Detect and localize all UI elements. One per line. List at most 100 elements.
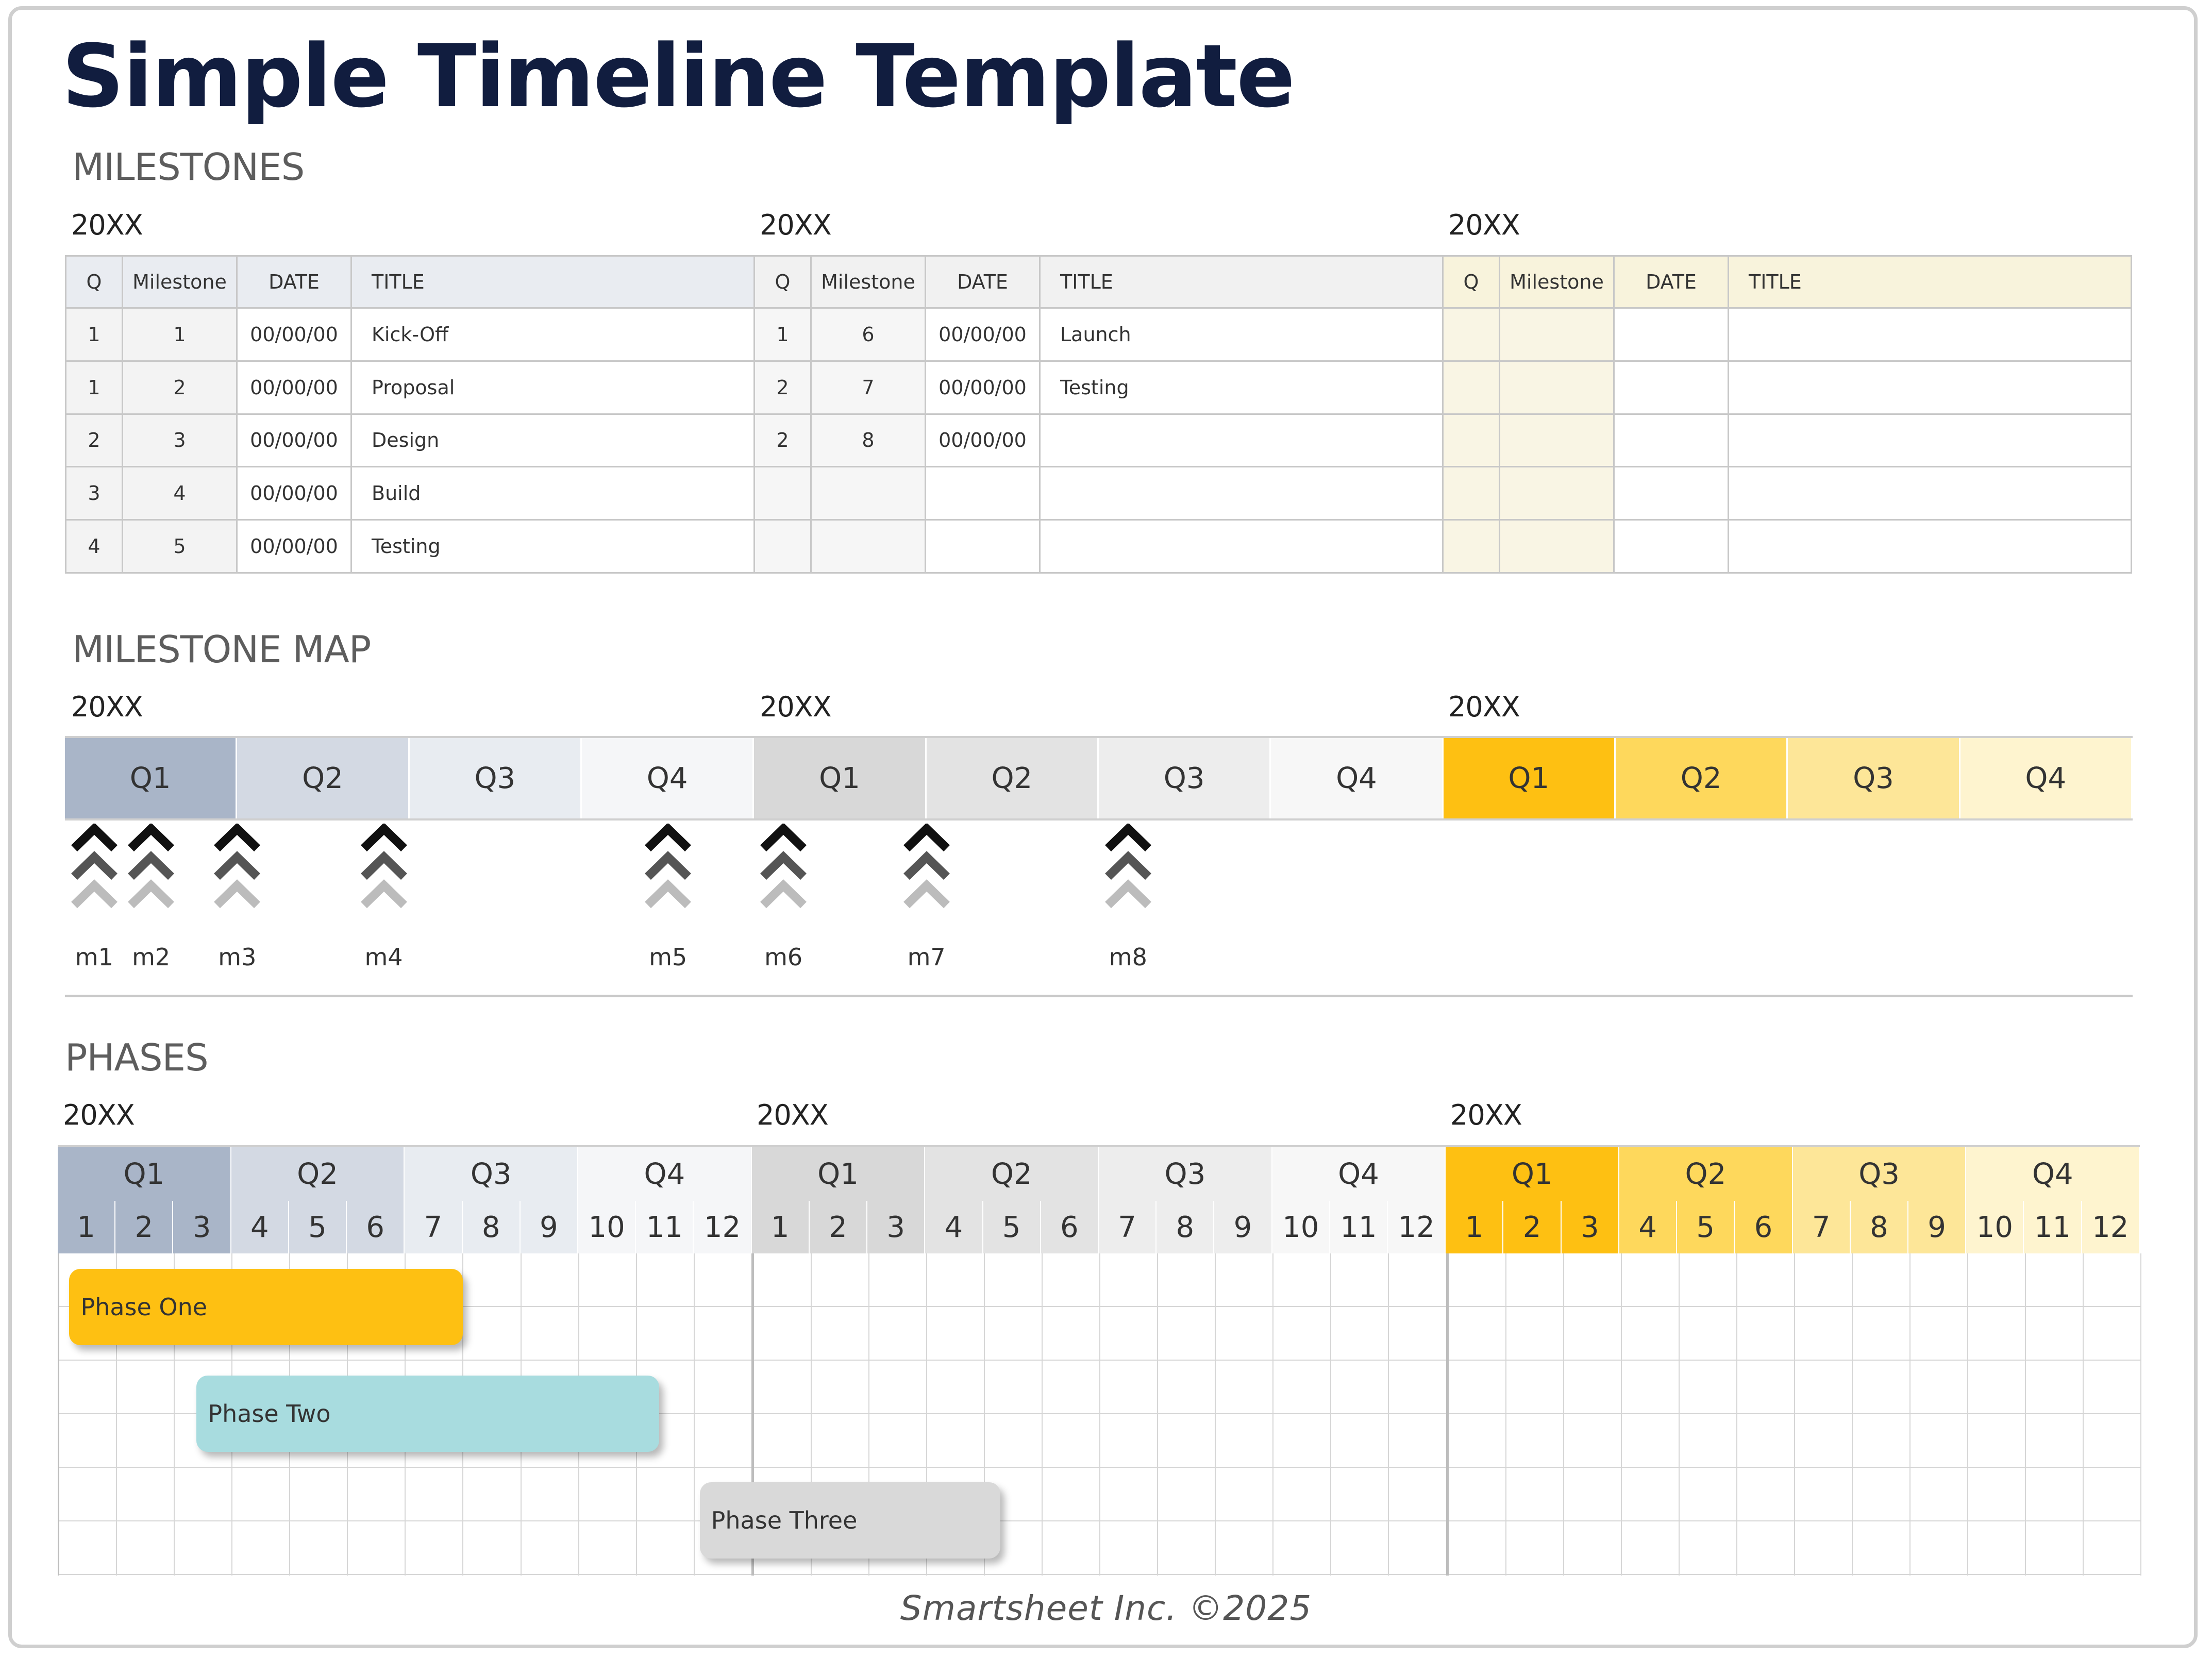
gantt-grid-column bbox=[1911, 1253, 1969, 1576]
phases-year-2: 20XX bbox=[757, 1099, 829, 1131]
milestone-marker[interactable]: m2 bbox=[125, 824, 177, 971]
chevron-up-icon bbox=[1104, 824, 1151, 909]
quarter-cell[interactable]: 3 bbox=[65, 466, 123, 521]
map-quarter-cell: Q1 bbox=[65, 738, 238, 818]
quarter-cell[interactable]: 4 bbox=[65, 519, 123, 574]
quarter-cell[interactable] bbox=[1442, 413, 1500, 468]
title-cell[interactable] bbox=[1728, 466, 2132, 521]
quarter-cell[interactable] bbox=[753, 519, 812, 574]
date-cell[interactable] bbox=[1613, 360, 1729, 415]
milestone-cell[interactable] bbox=[1499, 519, 1615, 574]
column-header: Q bbox=[65, 255, 123, 309]
title-cell[interactable] bbox=[1728, 413, 2132, 468]
gantt-month-cell: 3 bbox=[173, 1201, 231, 1253]
date-cell[interactable] bbox=[925, 519, 1041, 574]
milestone-cell[interactable]: 2 bbox=[122, 360, 238, 415]
date-cell[interactable]: 00/00/00 bbox=[925, 360, 1041, 415]
date-cell[interactable] bbox=[1613, 519, 1729, 574]
gantt-month-cell: 6 bbox=[1041, 1201, 1099, 1253]
quarter-cell[interactable] bbox=[753, 466, 812, 521]
date-cell[interactable]: 00/00/00 bbox=[236, 307, 352, 362]
milestone-cell[interactable]: 3 bbox=[122, 413, 238, 468]
milestone-cell[interactable]: 8 bbox=[810, 413, 926, 468]
milestone-cell[interactable]: 6 bbox=[810, 307, 926, 362]
milestone-marker[interactable]: m7 bbox=[901, 824, 952, 971]
title-cell[interactable] bbox=[1728, 519, 2132, 574]
milestone-cell[interactable] bbox=[1499, 413, 1615, 468]
date-cell[interactable] bbox=[925, 466, 1041, 521]
date-cell[interactable]: 00/00/00 bbox=[925, 307, 1041, 362]
quarter-cell[interactable]: 1 bbox=[753, 307, 812, 362]
chevron-up-icon bbox=[214, 824, 261, 909]
milestone-cell[interactable]: 7 bbox=[810, 360, 926, 415]
milestone-map-heading: MILESTONE MAP bbox=[72, 628, 371, 671]
quarter-cell[interactable] bbox=[1442, 466, 1500, 521]
quarter-cell[interactable] bbox=[1442, 307, 1500, 362]
milestone-marker[interactable]: m5 bbox=[642, 824, 694, 971]
milestone-cell[interactable] bbox=[810, 466, 926, 521]
milestone-marker[interactable]: m4 bbox=[358, 824, 410, 971]
title-cell[interactable]: Launch bbox=[1039, 307, 1444, 362]
quarter-cell[interactable]: 1 bbox=[65, 360, 123, 415]
quarter-cell[interactable]: 2 bbox=[753, 413, 812, 468]
map-year-1: 20XX bbox=[71, 691, 143, 723]
title-cell[interactable]: Testing bbox=[1039, 360, 1444, 415]
milestone-cell[interactable] bbox=[1499, 307, 1615, 362]
gantt-month-cell: 3 bbox=[867, 1201, 926, 1253]
column-header: DATE bbox=[925, 255, 1041, 309]
date-cell[interactable]: 00/00/00 bbox=[236, 360, 352, 415]
gantt-grid-column bbox=[1100, 1253, 1159, 1576]
title-cell[interactable]: Proposal bbox=[350, 360, 755, 415]
title-cell[interactable] bbox=[1728, 360, 2132, 415]
milestone-marker-label: m3 bbox=[218, 943, 257, 971]
gantt-month-cell: 2 bbox=[809, 1201, 868, 1253]
gantt-month-cell: 10 bbox=[578, 1201, 636, 1253]
title-cell[interactable] bbox=[1039, 466, 1444, 521]
date-cell[interactable] bbox=[1613, 307, 1729, 362]
quarter-cell[interactable]: 2 bbox=[65, 413, 123, 468]
map-quarter-cell: Q3 bbox=[409, 738, 582, 818]
table-row: 2 7 00/00/00 Testing bbox=[753, 360, 1444, 415]
gantt-grid-column bbox=[1216, 1253, 1274, 1576]
milestone-cell[interactable]: 4 bbox=[122, 466, 238, 521]
table-row bbox=[1442, 466, 2132, 521]
date-cell[interactable]: 00/00/00 bbox=[925, 413, 1041, 468]
gantt-month-cell: 11 bbox=[2024, 1201, 2082, 1253]
date-cell[interactable]: 00/00/00 bbox=[236, 466, 352, 521]
date-cell[interactable]: 00/00/00 bbox=[236, 413, 352, 468]
map-year-2: 20XX bbox=[760, 691, 832, 723]
milestone-cell[interactable] bbox=[1499, 466, 1615, 521]
phase-bar[interactable]: Phase One bbox=[69, 1269, 463, 1345]
date-cell[interactable] bbox=[1613, 466, 1729, 521]
date-cell[interactable]: 00/00/00 bbox=[236, 519, 352, 574]
milestone-marker[interactable]: m8 bbox=[1102, 824, 1154, 971]
title-cell[interactable] bbox=[1039, 413, 1444, 468]
milestone-cell[interactable]: 1 bbox=[122, 307, 238, 362]
milestone-marker[interactable]: m3 bbox=[211, 824, 263, 971]
date-cell[interactable] bbox=[1613, 413, 1729, 468]
quarter-cell[interactable] bbox=[1442, 519, 1500, 574]
title-cell[interactable]: Kick-Off bbox=[350, 307, 755, 362]
phase-bar[interactable]: Phase Three bbox=[699, 1482, 1001, 1559]
milestone-marker[interactable]: m1 bbox=[69, 824, 120, 971]
phase-bar[interactable]: Phase Two bbox=[196, 1376, 660, 1452]
milestone-cell[interactable]: 5 bbox=[122, 519, 238, 574]
map-quarter-cell: Q2 bbox=[926, 738, 1099, 818]
milestone-cell[interactable] bbox=[1499, 360, 1615, 415]
title-cell[interactable]: Build bbox=[350, 466, 755, 521]
gantt-quarter-cell: Q3 bbox=[405, 1147, 579, 1201]
gantt-quarter-cell: Q4 bbox=[578, 1147, 752, 1201]
gantt-quarter-cell: Q1 bbox=[1446, 1147, 1620, 1201]
table-row: 1 6 00/00/00 Launch bbox=[753, 307, 1444, 362]
title-cell[interactable] bbox=[1728, 307, 2132, 362]
title-cell[interactable] bbox=[1039, 519, 1444, 574]
title-cell[interactable]: Testing bbox=[350, 519, 755, 574]
gantt-quarter-cell: Q4 bbox=[1966, 1147, 2140, 1201]
title-cell[interactable]: Design bbox=[350, 413, 755, 468]
quarter-cell[interactable]: 1 bbox=[65, 307, 123, 362]
quarter-cell[interactable] bbox=[1442, 360, 1500, 415]
milestone-marker[interactable]: m6 bbox=[758, 824, 809, 971]
gantt-month-cell: 7 bbox=[405, 1201, 463, 1253]
quarter-cell[interactable]: 2 bbox=[753, 360, 812, 415]
milestone-cell[interactable] bbox=[810, 519, 926, 574]
